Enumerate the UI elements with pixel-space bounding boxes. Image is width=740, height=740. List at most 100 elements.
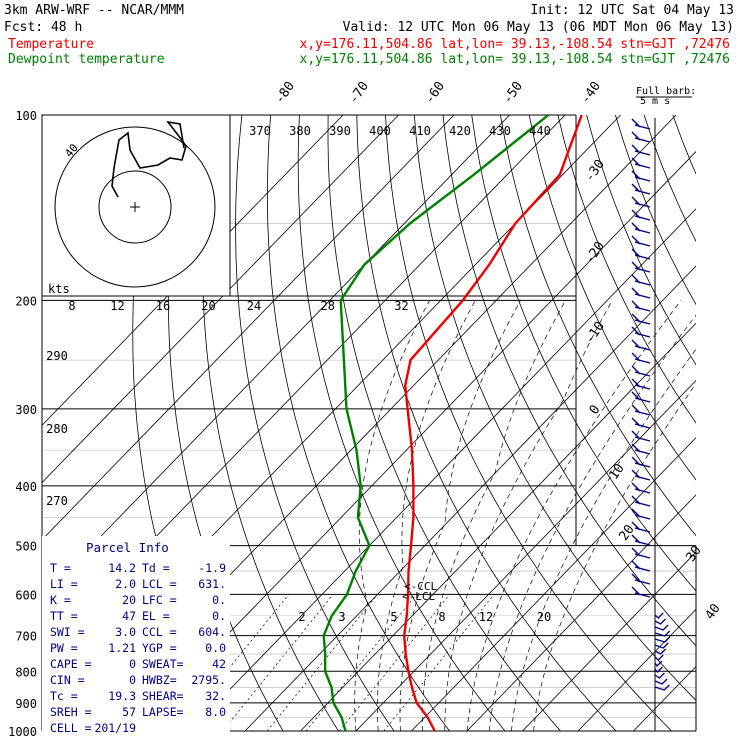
wind-barb (631, 521, 651, 533)
isotherm (411, 437, 696, 731)
parcel-value: 0. (212, 593, 226, 607)
temperature-profile (403, 115, 583, 731)
parcel-label: SHEAR= (142, 689, 184, 703)
theta-label: 380 (289, 124, 311, 138)
isotherm (42, 115, 344, 426)
parcel-value: 32. (205, 689, 226, 703)
wind-barb (654, 648, 667, 655)
parcel-value: -1.9 (198, 561, 226, 575)
dewpoint-profile (322, 115, 550, 731)
wind-barb (631, 261, 651, 273)
lcl-label: <-LCL (402, 590, 435, 603)
wind-barb (631, 157, 651, 169)
mixing-ratio-line (305, 594, 417, 731)
parcel-value: 0.0 (205, 641, 226, 655)
wind-barb (654, 684, 670, 691)
wind-barb (631, 144, 651, 156)
theta-side-label: 280 (46, 422, 68, 436)
wind-barb (631, 326, 651, 338)
hodograph-speed-label: 20 (201, 299, 215, 313)
dry-adiabat (235, 115, 395, 731)
parcel-label: YGP = (142, 641, 177, 655)
wind-barb (631, 404, 651, 416)
parcel-value: 3.0 (115, 625, 136, 639)
forecast-hour: Fcst: 48 h (4, 20, 82, 35)
wind-barb (631, 586, 651, 598)
isotherm (577, 608, 696, 731)
parcel-label: LCL = (142, 577, 177, 591)
parcel-value: 57 (122, 705, 136, 719)
pressure-label-700: 700 (15, 630, 37, 644)
parcel-value: 201/19 (94, 721, 136, 735)
dry-adiabat (202, 115, 339, 731)
parcel-label: K = (50, 593, 71, 607)
wind-barb (654, 612, 664, 619)
moist-adiabat (466, 300, 682, 731)
parcel-label: SWI = (50, 625, 85, 639)
parcel-label: TT = (50, 609, 78, 623)
theta-label: 410 (409, 124, 431, 138)
dewpoint-legend: Dewpoint temperature (8, 52, 165, 67)
parcel-label: LI = (50, 577, 78, 591)
sounding-profiles (322, 115, 583, 731)
isotherm (42, 115, 399, 484)
wind-barb (654, 660, 663, 668)
wind-barb (631, 560, 651, 572)
temperature-legend: Temperature (8, 37, 94, 52)
isotherm (42, 115, 455, 541)
dewpoint-location: x,y=176.11,504.86 lat,lon= 39.13,-108.54… (300, 52, 730, 67)
hodograph-speed-label: 12 (110, 299, 124, 313)
parcel-value: 0. (212, 609, 226, 623)
mixing-ratio-line (266, 594, 378, 731)
parcel-value: 8.0 (205, 705, 226, 719)
wind-barb (631, 235, 651, 247)
isotherm (522, 551, 696, 731)
pressure-label-500: 500 (15, 540, 37, 554)
dry-adiabat (385, 115, 672, 731)
parcel-value: 14.2 (108, 561, 136, 575)
mixing-ratio-label: 12 (479, 610, 493, 624)
wind-barb (631, 131, 651, 143)
parcel-value: 631. (198, 577, 226, 591)
wind-barb (654, 654, 664, 661)
isotherm-label: 10 (606, 461, 627, 482)
parcel-value: 0 (129, 673, 136, 687)
wind-barb (654, 624, 669, 631)
wind-barbs (631, 118, 671, 731)
wind-barb (631, 547, 651, 559)
hodograph-speed-label: 28 (320, 299, 334, 313)
wind-barb (631, 339, 651, 351)
wind-barb (631, 443, 651, 455)
wind-barb (631, 170, 651, 182)
parcel-label: T = (50, 561, 71, 575)
wind-barb (631, 287, 651, 299)
parcel-value: 47 (122, 609, 136, 623)
wind-barb (654, 636, 671, 643)
theta-label: 390 (329, 124, 351, 138)
wind-barb (631, 313, 651, 325)
parcel-label: LAPSE= (142, 705, 184, 719)
isotherm (244, 265, 696, 731)
wind-barb (631, 196, 651, 208)
isotherm (300, 322, 696, 731)
parcel-label: Tc = (50, 689, 78, 703)
theta-label: 370 (249, 124, 271, 138)
parcel-value: 0 (129, 657, 136, 671)
isotherm (189, 208, 696, 731)
dry-adiabat (557, 115, 696, 424)
temperature-location: x,y=176.11,504.86 lat,lon= 39.13,-108.54… (300, 37, 730, 52)
wind-barb (631, 118, 651, 130)
pressure-label-300: 300 (15, 403, 37, 417)
ccl-label: <-CCL (404, 580, 437, 593)
wind-barb (631, 365, 651, 377)
wind-barb (631, 274, 651, 286)
mixing-ratio-label: 20 (537, 610, 551, 624)
hodograph-speed-unit: kts (48, 282, 70, 296)
init-time: Init: 12 UTC Sat 04 May 13 (531, 3, 735, 18)
theta-label: 440 (529, 124, 551, 138)
parcel-value: 20 (122, 593, 136, 607)
isotherm-label: 20 (616, 522, 637, 543)
parcel-label: CCL = (142, 625, 177, 639)
parcel-value: 2795. (191, 673, 226, 687)
